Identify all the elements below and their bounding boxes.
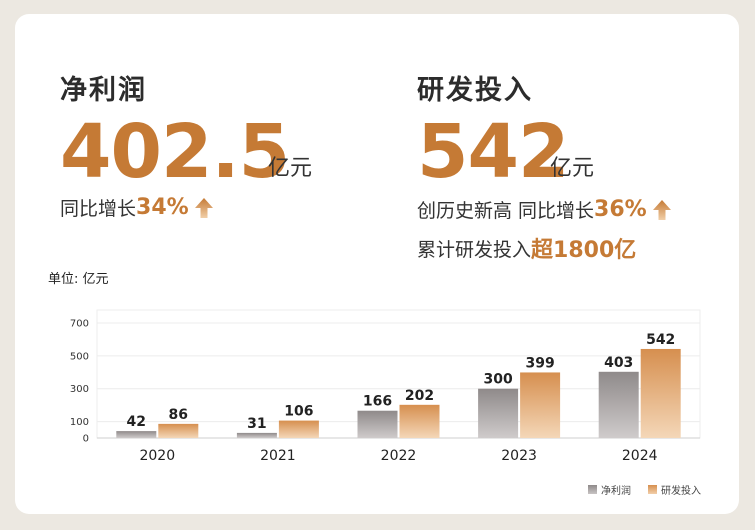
net-profit-data-label: 31 — [247, 416, 266, 432]
x-tick-label: 2024 — [622, 448, 658, 464]
rnd-unit: 亿元 — [550, 156, 595, 181]
net-profit-data-label: 166 — [363, 394, 392, 410]
rnd-growth-value: 36% — [594, 197, 647, 222]
legend-rnd-swatch — [648, 485, 657, 494]
net-profit-bar — [357, 410, 398, 438]
y-tick-label: 700 — [70, 319, 89, 330]
net-profit-data-label: 403 — [604, 355, 633, 371]
rnd-cumulative-label: 累计研发投入 — [417, 238, 532, 261]
x-tick-label: 2023 — [501, 448, 537, 464]
rnd-value: 542 — [417, 109, 569, 195]
x-tick-label: 2022 — [381, 448, 417, 464]
net-profit-growth-value: 34% — [136, 195, 189, 220]
rnd-bar — [399, 404, 440, 438]
rnd-bar — [520, 372, 561, 438]
net-profit-bar — [598, 371, 639, 438]
rnd-data-label: 202 — [405, 388, 434, 404]
arrow-up-icon — [652, 199, 671, 220]
legend-net-profit-swatch — [588, 485, 597, 494]
rnd-data-label: 399 — [525, 355, 554, 371]
legend-net-profit-label: 净利润 — [601, 486, 631, 497]
legend-rnd: 研发投入 — [648, 482, 701, 497]
y-tick-label: 100 — [70, 417, 89, 428]
net-profit-bar — [236, 432, 277, 438]
arrow-up-icon — [194, 197, 213, 218]
rnd-bar — [640, 348, 681, 438]
x-tick-label: 2021 — [260, 448, 296, 464]
rnd-cumulative-value: 超1800亿 — [531, 238, 637, 263]
rnd-data-label: 542 — [646, 332, 675, 348]
net-profit-value: 402.5 — [60, 109, 290, 195]
net-profit-data-label: 300 — [483, 372, 512, 388]
y-tick-label: 0 — [83, 434, 89, 445]
legend-rnd-label: 研发投入 — [661, 486, 701, 497]
rnd-bar — [278, 420, 319, 438]
rnd-data-label: 106 — [284, 404, 313, 420]
net-profit-growth: 同比增长 34% — [60, 194, 214, 221]
rnd-cumulative: 累计研发投入 超1800亿 — [417, 232, 636, 264]
y-tick-label: 500 — [70, 351, 89, 362]
net-profit-data-label: 42 — [127, 414, 146, 430]
y-tick-label: 300 — [70, 384, 89, 395]
rnd-data-label: 86 — [169, 407, 188, 423]
chart-unit-label: 单位: 亿元 — [48, 272, 109, 287]
net-profit-title: 净利润 — [60, 75, 147, 106]
rnd-record-label: 创历史新高 同比增长 — [417, 200, 595, 222]
net-profit-growth-label: 同比增长 — [60, 198, 137, 220]
rnd-growth: 创历史新高 同比增长 36% — [417, 196, 672, 223]
net-profit-unit: 亿元 — [268, 156, 313, 181]
net-profit-bar — [116, 431, 157, 438]
x-tick-label: 2020 — [139, 448, 175, 464]
rnd-title: 研发投入 — [417, 75, 533, 106]
net-profit-bar — [478, 388, 519, 438]
rnd-bar — [158, 423, 199, 438]
legend-net-profit: 净利润 — [588, 482, 631, 497]
